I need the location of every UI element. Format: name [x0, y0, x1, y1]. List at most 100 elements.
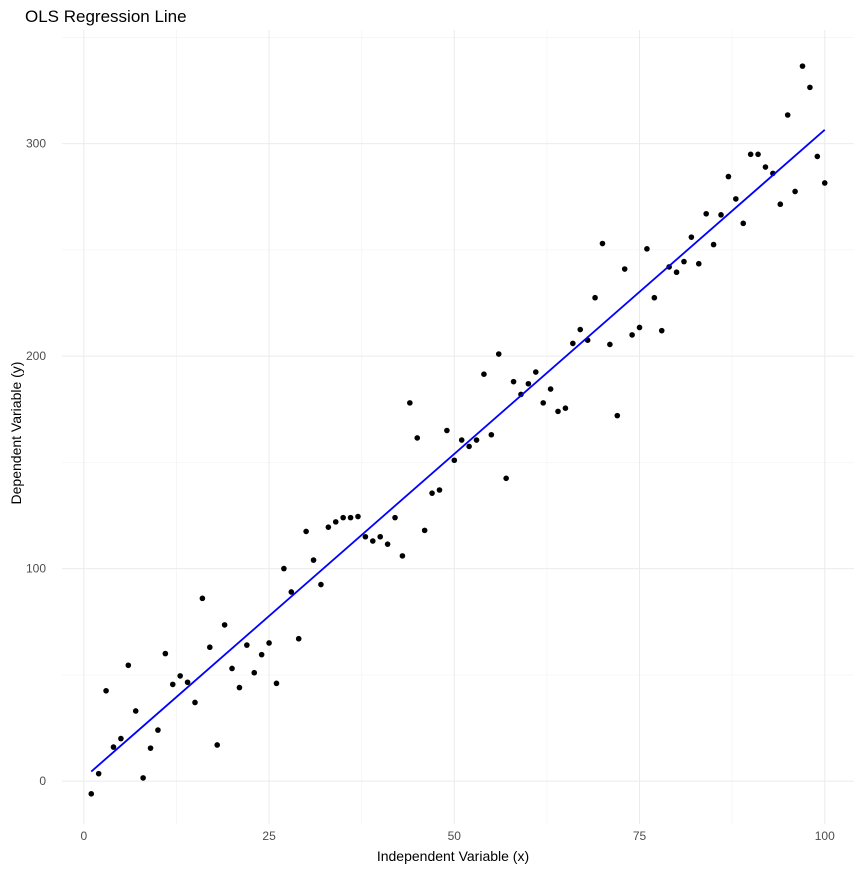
data-point — [340, 514, 346, 521]
data-point — [570, 340, 576, 347]
y-tick-label: 200 — [26, 349, 46, 363]
data-point — [673, 269, 680, 276]
data-point — [481, 371, 487, 378]
data-point — [325, 524, 332, 530]
data-point — [540, 400, 547, 406]
data-point — [636, 324, 643, 331]
chart-title: OLS Regression Line — [25, 7, 187, 26]
data-point — [362, 533, 369, 540]
data-point — [614, 412, 621, 419]
data-point — [740, 220, 747, 227]
data-point — [703, 210, 709, 217]
data-point — [369, 538, 376, 544]
data-point — [125, 662, 132, 669]
data-point — [747, 151, 754, 158]
data-point — [155, 727, 161, 733]
data-point — [814, 153, 821, 160]
data-point — [488, 431, 495, 438]
data-point — [555, 408, 561, 415]
data-point — [762, 164, 769, 170]
data-point — [421, 527, 428, 534]
data-point — [258, 651, 265, 658]
data-point — [755, 151, 761, 158]
data-point — [266, 640, 272, 646]
data-point — [229, 665, 235, 672]
data-point — [629, 332, 635, 338]
data-point — [651, 294, 658, 301]
data-point — [162, 650, 169, 657]
data-point — [466, 443, 472, 450]
data-point — [688, 234, 695, 240]
data-point — [88, 791, 95, 797]
data-points-layer — [88, 63, 828, 797]
data-point — [621, 266, 628, 272]
data-point — [792, 188, 798, 195]
y-axis-title: Dependent Variable (y) — [8, 362, 24, 505]
data-point — [414, 435, 421, 441]
data-point — [310, 557, 317, 563]
data-point — [710, 241, 717, 248]
data-point — [547, 386, 554, 392]
data-point — [95, 770, 102, 777]
x-axis-title: Independent Variable (x) — [377, 848, 529, 864]
y-tick-label: 0 — [39, 774, 46, 788]
data-point — [377, 533, 384, 540]
data-point — [118, 735, 124, 742]
data-point — [784, 112, 791, 118]
data-point — [725, 173, 732, 180]
data-point — [392, 514, 398, 521]
data-point — [214, 742, 221, 748]
data-point — [236, 684, 243, 691]
data-point — [303, 528, 309, 535]
data-point — [169, 681, 176, 688]
ols-regression-line — [90, 129, 826, 773]
data-point — [458, 437, 465, 443]
data-point — [821, 180, 828, 186]
x-tick-label: 75 — [633, 829, 647, 843]
data-point — [273, 680, 280, 687]
data-point — [399, 553, 406, 559]
data-point — [407, 400, 413, 406]
data-point — [132, 708, 139, 714]
data-point — [288, 589, 295, 595]
data-point — [532, 369, 539, 375]
data-point — [733, 196, 739, 202]
grid-layer — [62, 30, 854, 824]
data-point — [495, 351, 502, 357]
data-point — [695, 260, 702, 267]
data-point — [281, 565, 287, 572]
data-point — [332, 519, 339, 525]
x-tick-label: 50 — [448, 829, 462, 843]
data-point — [577, 326, 584, 333]
data-point — [681, 258, 687, 265]
data-point — [607, 341, 613, 348]
data-point — [244, 642, 250, 648]
data-point — [110, 744, 117, 750]
data-point — [184, 679, 191, 686]
y-tick-label: 100 — [26, 562, 46, 576]
data-point — [718, 212, 724, 218]
data-point — [525, 380, 532, 387]
data-point — [599, 240, 606, 247]
data-point — [207, 644, 213, 651]
data-point — [221, 622, 228, 628]
data-point — [799, 63, 806, 69]
data-point — [644, 246, 650, 252]
data-point — [347, 514, 354, 521]
axis-labels-layer: 0 25 50 75 100 0 100 200 300 — [26, 137, 835, 843]
fit-line-layer — [90, 129, 826, 773]
data-point — [384, 541, 391, 547]
data-point — [436, 487, 443, 493]
data-point — [451, 457, 458, 464]
data-point — [503, 475, 509, 482]
y-tick-label: 300 — [26, 137, 46, 151]
data-point — [199, 595, 206, 602]
data-point — [147, 745, 154, 751]
data-point — [429, 490, 435, 496]
data-point — [251, 669, 258, 676]
data-point — [807, 84, 813, 91]
data-point — [777, 201, 784, 208]
x-tick-label: 100 — [815, 829, 835, 843]
data-point — [658, 327, 665, 334]
